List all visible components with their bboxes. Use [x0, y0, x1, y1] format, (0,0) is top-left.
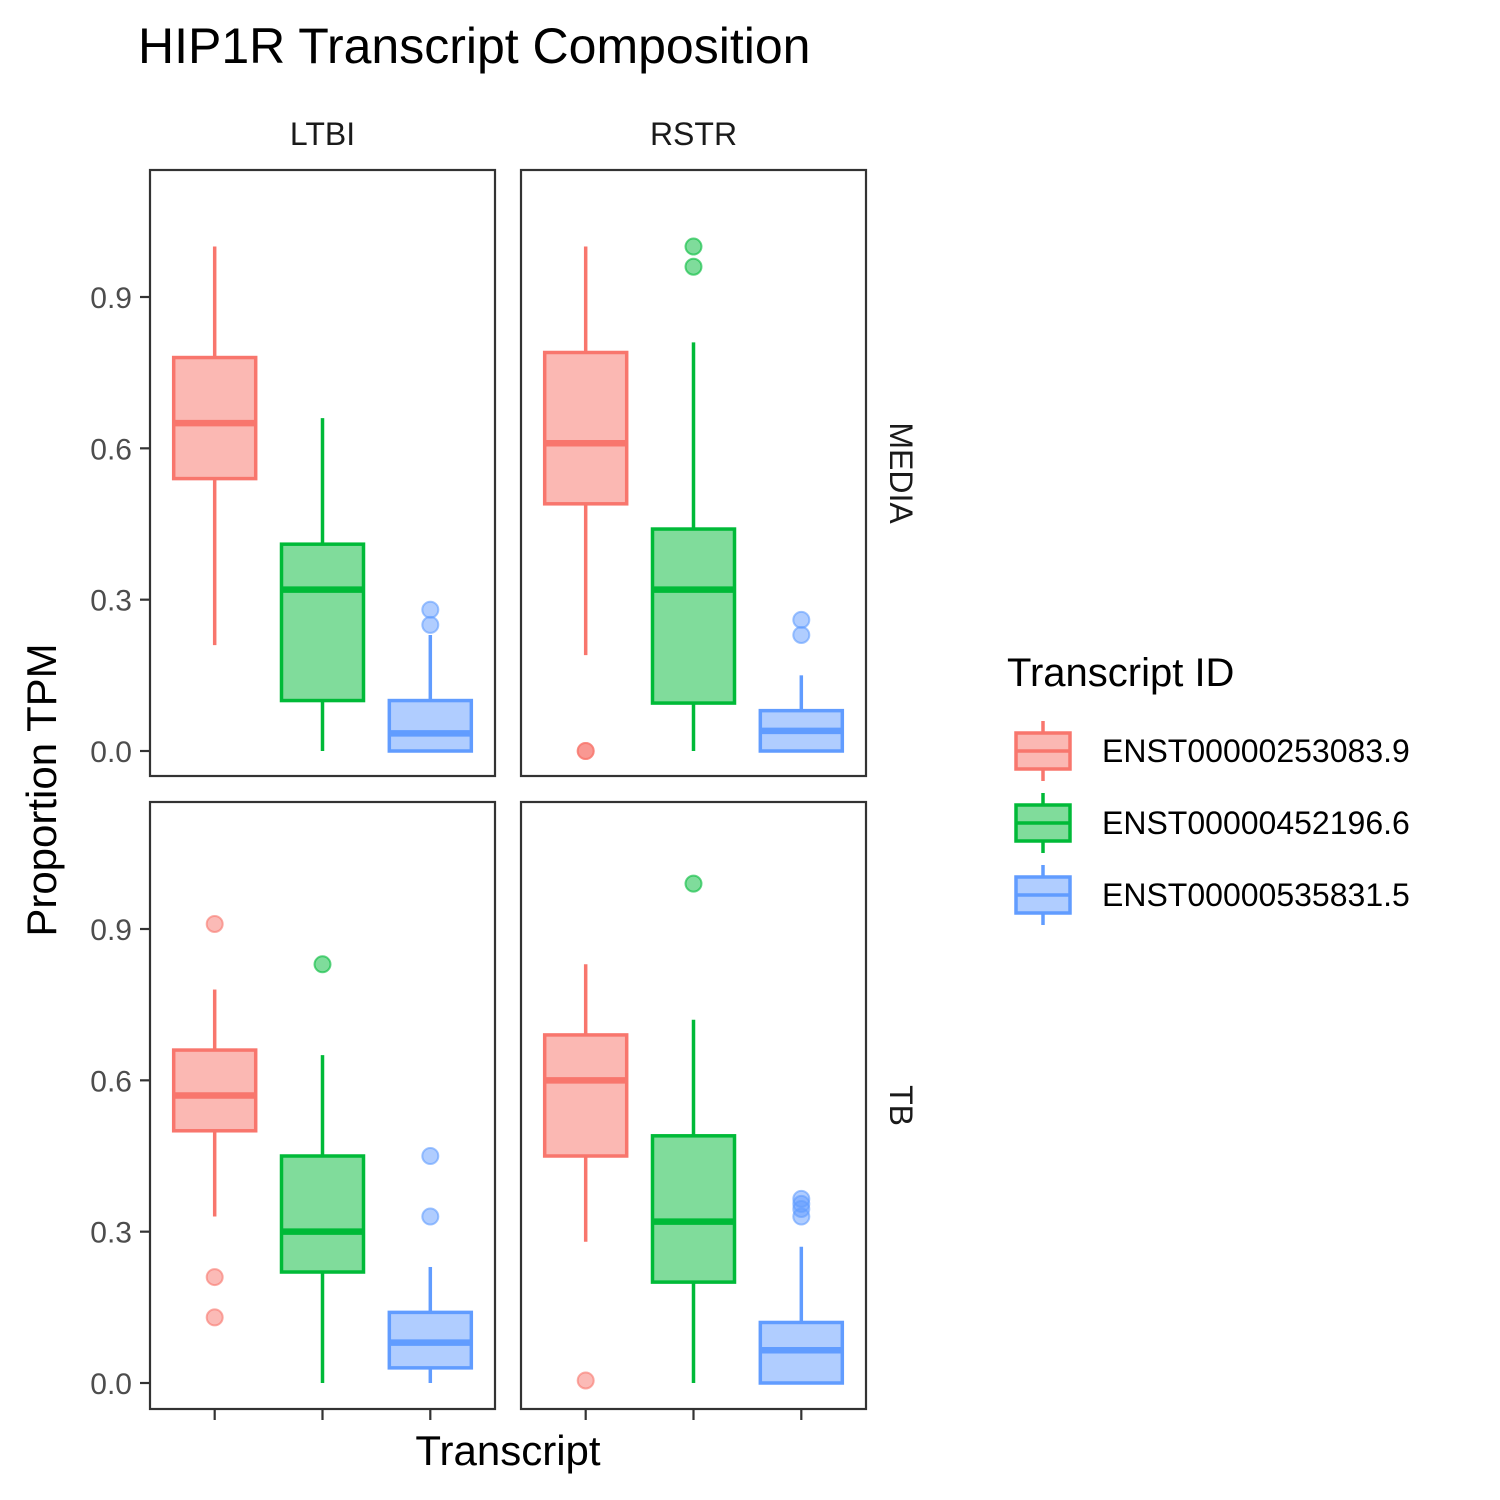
box-iqr [279, 1154, 366, 1274]
box-iqr [171, 1048, 258, 1133]
box-ENST00000452196.6 [279, 418, 366, 751]
legend-label: ENST00000253083.9 [1102, 733, 1410, 769]
facet-panels: LTBI RSTR MEDIA TB 0.0 0.3 0.6 0.9 0.0 0.3 0.6 0.9 [90, 116, 919, 1420]
legend-label: ENST00000452196.6 [1102, 805, 1410, 841]
outlier-point [684, 237, 703, 256]
box-ENST00000535831.5 [758, 1189, 845, 1385]
legend: Transcript ID ENST00000253083.9 ENST00000… [1007, 651, 1410, 925]
facet-label-ltbi: LTBI [290, 116, 355, 152]
legend-key-3 [1014, 865, 1072, 925]
y-tick-label: 0.9 [90, 282, 132, 315]
outlier-point [421, 1207, 440, 1226]
panel-rstr-media [519, 168, 868, 778]
panel-ltbi-tb [148, 800, 497, 1411]
outlier-point [576, 1371, 595, 1390]
box-ENST00000452196.6 [650, 237, 737, 751]
outlier-point [792, 1189, 811, 1208]
outlier-point [205, 1268, 224, 1287]
box-iqr [650, 527, 737, 705]
x-axis-title: Transcript [415, 1427, 600, 1474]
outlier-point [421, 600, 440, 619]
outlier-point [576, 742, 595, 760]
facet-label-tb: TB [883, 1085, 919, 1126]
box-ENST00000535831.5 [387, 600, 474, 753]
y-tick-label: 0.6 [90, 1065, 132, 1098]
legend-key-2 [1014, 793, 1072, 853]
box-ENST00000253083.9 [542, 246, 629, 760]
box-iqr [542, 350, 629, 506]
legend-label: ENST00000535831.5 [1102, 877, 1410, 913]
outlier-point [421, 1147, 440, 1165]
box-ENST00000253083.9 [171, 914, 258, 1327]
box-iqr [279, 542, 366, 703]
outlier-point [792, 610, 811, 629]
box-iqr [650, 1134, 737, 1284]
box-iqr [387, 698, 474, 753]
box-ENST00000253083.9 [171, 246, 258, 646]
panel-ltbi-media [148, 168, 497, 778]
panel-border [519, 168, 868, 778]
y-tick-label: 0.0 [90, 736, 132, 769]
box-iqr [171, 355, 258, 481]
legend-title: Transcript ID [1007, 651, 1234, 695]
panel-border [148, 800, 497, 1411]
legend-key-1 [1014, 721, 1072, 781]
facet-label-rstr: RSTR [650, 116, 737, 152]
chart-title: HIP1R Transcript Composition [138, 18, 810, 74]
y-tick-label: 0.9 [90, 914, 132, 947]
box-ENST00000535831.5 [387, 1147, 474, 1383]
panel-border [519, 800, 868, 1411]
y-tick-label: 0.0 [90, 1368, 132, 1401]
outlier-point [684, 257, 703, 276]
panel-rstr-tb [519, 800, 868, 1411]
outlier-point [792, 625, 811, 644]
panel-border [148, 168, 497, 778]
box-iqr [542, 1033, 629, 1158]
outlier-point [421, 615, 440, 634]
box-ENST00000535831.5 [758, 610, 845, 753]
outlier-point [313, 955, 332, 974]
box-ENST00000253083.9 [542, 964, 629, 1390]
y-tick-label: 0.3 [90, 1217, 132, 1250]
y-tick-label: 0.6 [90, 433, 132, 466]
facet-label-media: MEDIA [883, 422, 919, 524]
outlier-point [205, 914, 224, 933]
outlier-point [684, 874, 703, 893]
outlier-point [205, 1308, 224, 1327]
box-ENST00000452196.6 [650, 874, 737, 1383]
y-tick-label: 0.3 [90, 585, 132, 618]
box-ENST00000452196.6 [279, 955, 366, 1383]
y-axis-title: Proportion TPM [18, 643, 65, 936]
